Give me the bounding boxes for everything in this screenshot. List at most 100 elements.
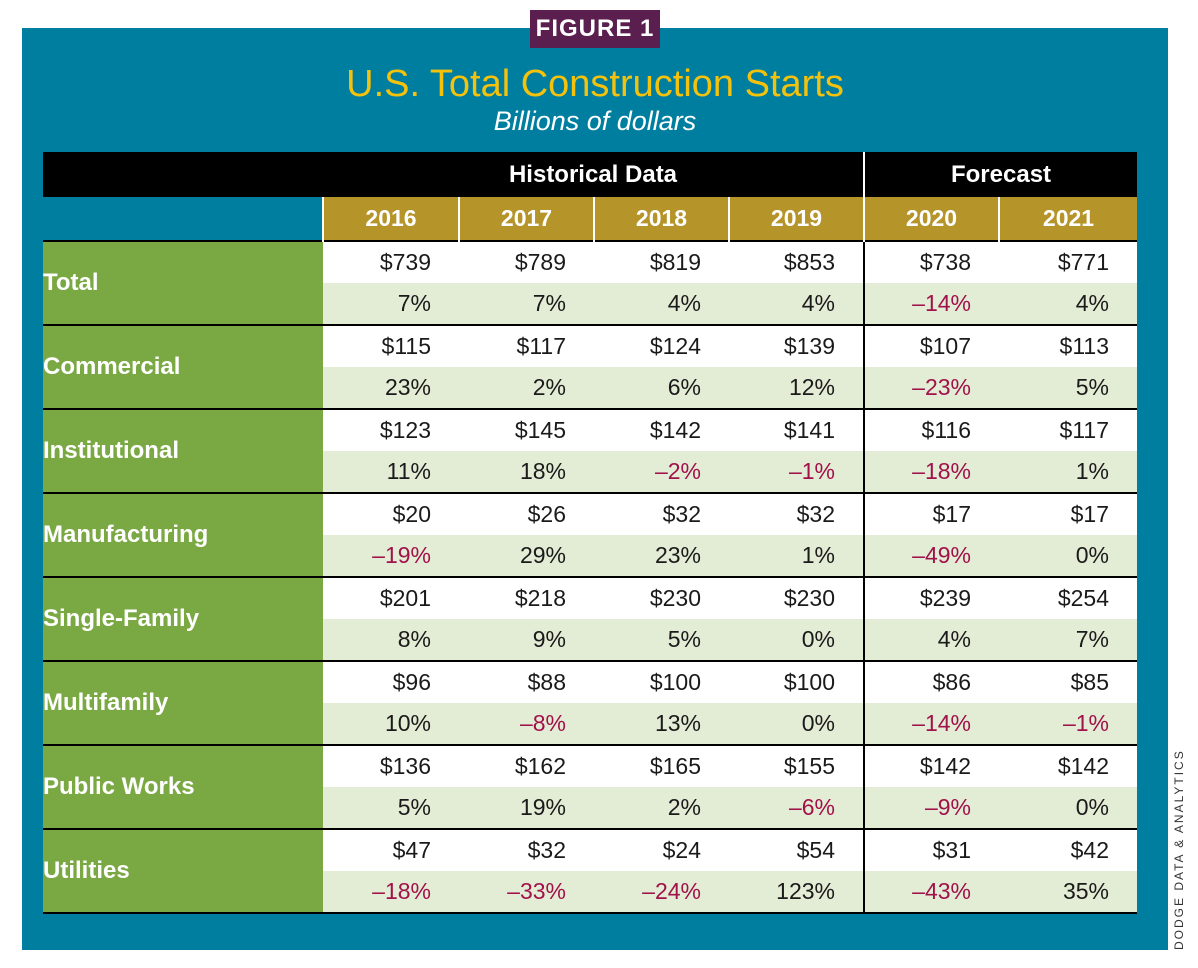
change-cell: 12% — [729, 367, 864, 409]
year-header: 2019 — [728, 197, 864, 241]
change-cell: 6% — [594, 367, 729, 409]
value-cell: $165 — [594, 744, 729, 787]
change-cell: –43% — [863, 871, 999, 914]
value-cell: $88 — [459, 660, 594, 703]
construction-starts-table: Historical Data Forecast 2016 2017 2018 … — [43, 152, 1138, 914]
value-cell: $771 — [999, 240, 1138, 283]
value-cell: $141 — [729, 408, 864, 451]
category-label: Institutional — [43, 408, 323, 493]
value-cell: $142 — [594, 408, 729, 451]
year-header-corner — [43, 197, 323, 241]
change-cell: 4% — [594, 283, 729, 325]
change-cell: –8% — [459, 703, 594, 745]
change-cell: 1% — [999, 451, 1138, 493]
value-cell: $142 — [999, 744, 1138, 787]
category-label: Total — [43, 240, 323, 325]
change-cell: 1% — [729, 535, 864, 577]
value-cell: $123 — [323, 408, 459, 451]
table-row: Utilities $47 $32 $24 $54 $31 $42 — [43, 828, 1138, 914]
change-cell: 4% — [999, 283, 1138, 325]
value-cell: $32 — [594, 492, 729, 535]
source-credit: DODGE DATA & ANALYTICS — [1172, 749, 1186, 950]
change-cell: 9% — [459, 619, 594, 661]
change-cell: 7% — [459, 283, 594, 325]
value-cell: $116 — [863, 408, 999, 451]
value-cell: $42 — [999, 828, 1138, 871]
category-label: Single-Family — [43, 576, 323, 661]
change-cell: –9% — [863, 787, 999, 829]
change-cell: –1% — [729, 451, 864, 493]
figure-label: FIGURE 1 — [530, 10, 660, 48]
group-header-blank — [43, 152, 323, 197]
change-cell: 0% — [729, 619, 864, 661]
category-label: Commercial — [43, 324, 323, 409]
year-header-row: 2016 2017 2018 2019 2020 2021 — [43, 197, 1138, 241]
value-cell: $738 — [863, 240, 999, 283]
value-cell: $136 — [323, 744, 459, 787]
value-cell: $100 — [594, 660, 729, 703]
value-cell: $162 — [459, 744, 594, 787]
table-row: Single-Family $201 $218 $230 $230 $239 $254 — [43, 576, 1138, 661]
year-header: 2020 — [863, 197, 999, 241]
value-cell: $254 — [999, 576, 1138, 619]
table-row: Multifamily $96 $88 $100 $100 $86 $85 — [43, 660, 1138, 745]
change-cell: 0% — [999, 787, 1138, 829]
value-cell: $32 — [459, 828, 594, 871]
value-cell: $32 — [729, 492, 864, 535]
change-cell: 8% — [323, 619, 459, 661]
change-cell: –2% — [594, 451, 729, 493]
value-cell: $86 — [863, 660, 999, 703]
change-cell: 5% — [323, 787, 459, 829]
value-cell: $139 — [729, 324, 864, 367]
change-cell: 29% — [459, 535, 594, 577]
table-row: Manufacturing $20 $26 $32 $32 $17 $17 — [43, 492, 1138, 577]
group-header-historical: Historical Data — [323, 152, 864, 197]
change-cell: 23% — [594, 535, 729, 577]
change-cell: 19% — [459, 787, 594, 829]
value-cell: $239 — [863, 576, 999, 619]
table-row: –19% 29% 23% 1% –49% 0% — [43, 535, 1138, 577]
change-cell: 18% — [459, 451, 594, 493]
value-cell: $17 — [863, 492, 999, 535]
value-cell: $54 — [729, 828, 864, 871]
change-cell: 0% — [999, 535, 1138, 577]
change-cell: –18% — [863, 451, 999, 493]
change-cell: 10% — [323, 703, 459, 745]
change-cell: 4% — [729, 283, 864, 325]
value-cell: $107 — [863, 324, 999, 367]
value-cell: $17 — [999, 492, 1138, 535]
change-cell: 4% — [863, 619, 999, 661]
value-cell: $124 — [594, 324, 729, 367]
change-cell: –49% — [863, 535, 999, 577]
change-cell: –19% — [323, 535, 459, 577]
value-cell: $31 — [863, 828, 999, 871]
value-cell: $26 — [459, 492, 594, 535]
value-cell: $47 — [323, 828, 459, 871]
change-cell: –1% — [999, 703, 1138, 745]
value-cell: $853 — [729, 240, 864, 283]
change-cell: 2% — [594, 787, 729, 829]
category-label: Public Works — [43, 744, 323, 829]
value-cell: $115 — [323, 324, 459, 367]
table-row: Institutional $123 $145 $142 $141 $116 $117 — [43, 408, 1138, 493]
table-row: –18% –33% –24% 123% –43% 35% — [43, 871, 1138, 914]
change-cell: 0% — [729, 703, 864, 745]
value-cell: $117 — [459, 324, 594, 367]
category-label: Multifamily — [43, 660, 323, 745]
change-cell: –14% — [863, 283, 999, 325]
value-cell: $230 — [729, 576, 864, 619]
value-cell: $218 — [459, 576, 594, 619]
table-row: 5% 19% 2% –6% –9% 0% — [43, 787, 1138, 829]
value-cell: $113 — [999, 324, 1138, 367]
value-cell: $142 — [863, 744, 999, 787]
group-header-row: Historical Data Forecast — [43, 152, 1138, 197]
change-cell: 13% — [594, 703, 729, 745]
value-cell: $739 — [323, 240, 459, 283]
change-cell: 11% — [323, 451, 459, 493]
table-row: 7% 7% 4% 4% –14% 4% — [43, 283, 1138, 325]
change-cell: 35% — [999, 871, 1138, 914]
table-row: 23% 2% 6% 12% –23% 5% — [43, 367, 1138, 409]
year-header: 2016 — [322, 197, 459, 241]
change-cell: 5% — [999, 367, 1138, 409]
change-cell: 5% — [594, 619, 729, 661]
